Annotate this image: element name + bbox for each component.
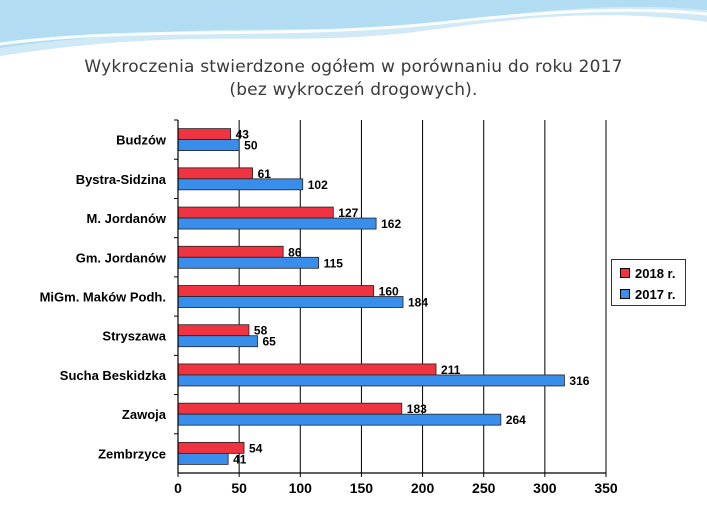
data-label: 160 bbox=[379, 285, 399, 299]
data-label: 58 bbox=[254, 324, 268, 338]
legend-swatch-2017 bbox=[620, 289, 630, 299]
data-label: 65 bbox=[262, 335, 276, 349]
legend-swatch-2018 bbox=[620, 268, 630, 278]
data-label: 54 bbox=[249, 441, 263, 455]
bar-2018 bbox=[177, 363, 437, 376]
x-tick-label: 350 bbox=[594, 480, 618, 496]
x-tick-label: 50 bbox=[231, 480, 247, 496]
category-label: Budzów bbox=[116, 133, 167, 148]
data-label: 41 bbox=[233, 452, 247, 466]
x-tick-label: 200 bbox=[411, 480, 435, 496]
bar-2018 bbox=[177, 402, 403, 415]
bar-2017 bbox=[177, 178, 304, 191]
legend-item-2017: 2017 r. bbox=[620, 286, 676, 302]
data-label: 162 bbox=[381, 217, 401, 231]
category-label: Stryszawa bbox=[102, 329, 166, 344]
bar-2017 bbox=[177, 413, 502, 426]
bar-2017 bbox=[177, 335, 258, 348]
bar-2017 bbox=[177, 296, 404, 308]
data-label: 264 bbox=[506, 413, 526, 427]
category-label: Zawoja bbox=[122, 407, 167, 422]
data-label: 316 bbox=[569, 374, 589, 388]
bar-2017 bbox=[177, 452, 229, 465]
chart-title-line1: Wykroczenia stwierdzone ogółem w porówna… bbox=[84, 57, 623, 77]
data-label: 61 bbox=[258, 167, 272, 181]
bar-2018 bbox=[177, 285, 375, 297]
data-label: 211 bbox=[441, 363, 461, 377]
chart-legend: 2018 r. 2017 r. bbox=[611, 259, 686, 306]
bar-2018 bbox=[177, 206, 334, 219]
bar-2017 bbox=[177, 374, 565, 387]
legend-item-2018: 2018 r. bbox=[620, 265, 676, 281]
data-label: 183 bbox=[407, 402, 427, 416]
category-label: MiGm. Maków Podh. bbox=[40, 290, 166, 305]
x-tick-label: 250 bbox=[472, 480, 496, 496]
data-label: 115 bbox=[324, 256, 344, 270]
data-label: 50 bbox=[244, 139, 258, 153]
category-label: M. Jordanów bbox=[87, 211, 167, 226]
bar-2018 bbox=[177, 167, 253, 180]
data-label: 184 bbox=[408, 296, 428, 310]
bar-2018 bbox=[177, 324, 250, 337]
x-tick-label: 300 bbox=[533, 480, 557, 496]
x-tick-label: 150 bbox=[350, 480, 374, 496]
category-label: Zembrzyce bbox=[98, 446, 166, 461]
x-tick-label: 100 bbox=[289, 480, 313, 496]
data-label: 127 bbox=[338, 206, 358, 220]
legend-label-2018: 2018 r. bbox=[635, 265, 676, 281]
bar-2017 bbox=[177, 139, 240, 152]
chart-title-line2: (bez wykroczeń drogowych). bbox=[229, 80, 478, 100]
data-label: 43 bbox=[236, 128, 250, 142]
data-label: 86 bbox=[288, 245, 302, 259]
legend-label-2017: 2017 r. bbox=[635, 286, 676, 302]
category-label: Bystra-Sidzina bbox=[76, 172, 167, 187]
header-wave-accent bbox=[0, 0, 707, 48]
x-tick-label: 0 bbox=[174, 480, 182, 496]
data-label: 102 bbox=[308, 178, 328, 192]
bar-2018 bbox=[177, 128, 231, 141]
bar-2018 bbox=[177, 245, 284, 258]
category-label: Gm. Jordanów bbox=[76, 250, 167, 265]
category-label: Sucha Beskidzka bbox=[60, 368, 167, 383]
